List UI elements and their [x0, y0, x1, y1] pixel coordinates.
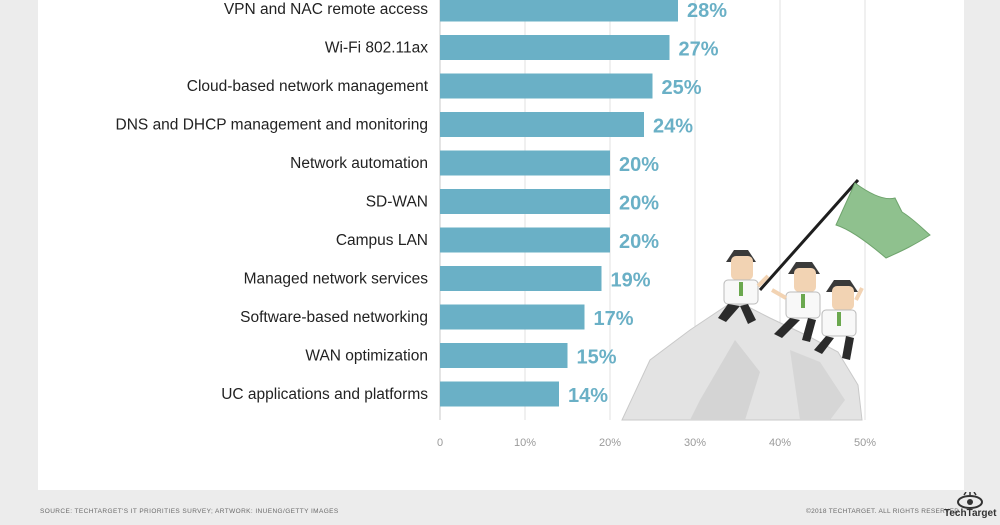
bar — [440, 73, 653, 99]
value-label: 20% — [619, 231, 659, 253]
value-label: 20% — [619, 193, 659, 215]
x-tick-label: 0 — [437, 437, 443, 449]
x-tick-label: 10% — [514, 437, 536, 449]
value-label: 14% — [568, 385, 608, 407]
bar — [440, 112, 644, 137]
climber-icon — [814, 280, 864, 360]
bar — [440, 343, 568, 368]
bars-layer — [440, 0, 678, 407]
bar — [440, 189, 610, 214]
category-label: Managed network services — [244, 271, 429, 288]
flag-climbers-illustration — [621, 179, 931, 421]
category-label: UC applications and platforms — [221, 386, 428, 403]
category-label: VPN and NAC remote access — [224, 1, 428, 18]
bar — [440, 150, 610, 176]
x-tick-label: 50% — [854, 437, 876, 449]
category-label: WAN optimization — [305, 348, 428, 365]
bar — [440, 0, 678, 22]
category-label: SD-WAN — [366, 194, 428, 211]
bar — [440, 266, 602, 291]
mountain-shade-icon — [790, 350, 845, 420]
techtarget-logo: TechTarget — [944, 491, 997, 522]
climber-icon — [771, 262, 821, 342]
labels-layer: VPN and NAC remote access 28% Wi-Fi 802.11… — [116, 0, 728, 407]
climber-icon — [718, 250, 770, 324]
mountain-shade-icon — [690, 340, 760, 420]
x-axis-ticks: 0 10% 20% 30% 40% 50% — [437, 437, 876, 449]
value-label: 28% — [687, 0, 727, 22]
category-label: Cloud-based network management — [187, 78, 429, 95]
category-label: Campus LAN — [336, 232, 428, 249]
bar — [440, 381, 559, 407]
flag-pole-icon — [758, 179, 860, 291]
value-label: 15% — [577, 347, 617, 369]
bar — [440, 304, 585, 330]
x-tick-label: 20% — [599, 437, 621, 449]
x-tick-label: 30% — [684, 437, 706, 449]
category-label: Network automation — [290, 155, 428, 172]
value-label: 27% — [679, 39, 719, 61]
logo-text: TechTarget — [944, 508, 997, 519]
copyright-note: ©2018 TECHTARGET. ALL RIGHTS RESERVED — [806, 508, 960, 515]
category-label: DNS and DHCP management and monitoring — [116, 117, 428, 134]
bar — [440, 35, 670, 60]
category-label: Wi-Fi 802.11ax — [325, 40, 428, 57]
value-label: 20% — [619, 154, 659, 176]
bar-chart: VPN and NAC remote access 28% Wi-Fi 802.11… — [116, 0, 931, 449]
value-label: 24% — [653, 116, 693, 138]
eye-logo-icon — [957, 491, 983, 509]
category-label: Software-based networking — [240, 309, 428, 326]
value-label: 25% — [662, 77, 702, 99]
value-label: 19% — [611, 270, 651, 292]
x-tick-label: 40% — [769, 437, 791, 449]
source-note: SOURCE: TECHTARGET'S IT PRIORITIES SURVE… — [40, 508, 339, 515]
flag-icon — [835, 182, 931, 259]
value-label: 17% — [594, 308, 634, 330]
bar — [440, 227, 610, 253]
